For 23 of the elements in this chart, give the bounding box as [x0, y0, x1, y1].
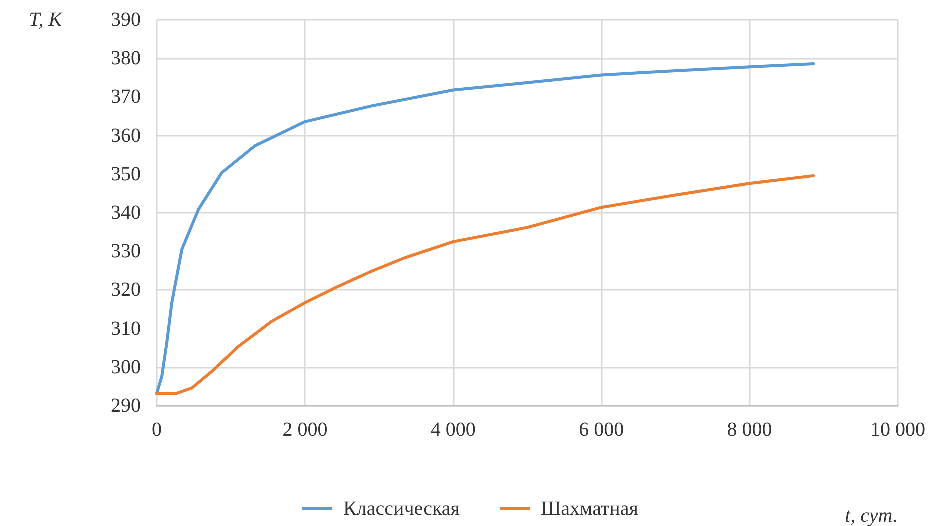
y-tick-label: 390	[111, 9, 141, 31]
y-tick-label: 300	[111, 356, 141, 378]
y-tick-label: 350	[111, 163, 141, 186]
y-tick-label: 380	[111, 48, 141, 70]
y-tick-label: 320	[111, 279, 141, 302]
x-tick-label: 0	[152, 419, 162, 441]
y-tick-label: 360	[111, 124, 141, 147]
x-tick-label: 10 000	[870, 419, 926, 441]
y-tick-label: 330	[111, 240, 141, 263]
line-series	[156, 174, 816, 396]
x-tick-label: 4 000	[430, 419, 476, 441]
y-tick-label: 340	[111, 202, 141, 224]
y-axis-title: T, К	[29, 9, 64, 31]
x-tick-label: 2 000	[282, 419, 328, 441]
x-tick-label: 6 000	[579, 419, 624, 441]
x-axis-title: t, сут.	[845, 505, 898, 526]
legend-label: Шахматная	[541, 498, 638, 520]
y-tick-label: 290	[111, 395, 141, 417]
y-tick-label: 370	[111, 86, 141, 108]
x-tick-label: 8 000	[727, 419, 772, 441]
line-series	[156, 62, 816, 395]
y-tick-label: 310	[111, 318, 141, 340]
legend-label: Классическая	[344, 498, 460, 520]
